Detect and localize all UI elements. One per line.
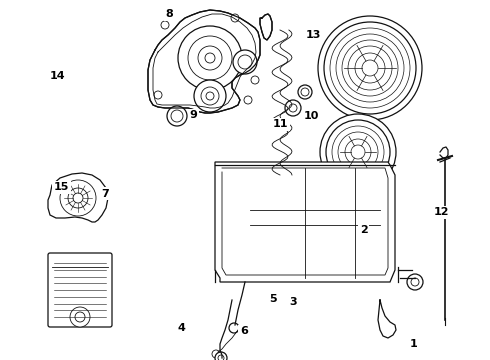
- Circle shape: [161, 21, 169, 29]
- FancyBboxPatch shape: [48, 253, 112, 327]
- Circle shape: [154, 91, 162, 99]
- Circle shape: [332, 126, 384, 178]
- Circle shape: [342, 40, 398, 96]
- Text: 3: 3: [289, 297, 297, 307]
- Circle shape: [212, 350, 220, 358]
- Circle shape: [238, 55, 252, 69]
- Text: 15: 15: [53, 182, 69, 192]
- Circle shape: [233, 50, 257, 74]
- Circle shape: [188, 36, 232, 80]
- Text: 11: 11: [272, 119, 288, 129]
- Circle shape: [351, 145, 365, 159]
- Circle shape: [289, 104, 297, 112]
- Circle shape: [320, 114, 396, 190]
- Circle shape: [215, 352, 227, 360]
- Circle shape: [198, 46, 222, 70]
- Circle shape: [244, 96, 252, 104]
- Circle shape: [285, 100, 301, 116]
- Circle shape: [73, 193, 83, 203]
- Text: 9: 9: [190, 110, 197, 120]
- Circle shape: [75, 312, 85, 322]
- Text: 4: 4: [177, 323, 185, 333]
- Circle shape: [201, 87, 219, 105]
- Text: 1: 1: [410, 339, 418, 349]
- Circle shape: [298, 85, 312, 99]
- Circle shape: [330, 28, 410, 108]
- Circle shape: [60, 180, 96, 216]
- Text: 12: 12: [433, 207, 449, 217]
- Circle shape: [218, 355, 224, 360]
- Polygon shape: [260, 14, 272, 40]
- Text: 7: 7: [101, 189, 109, 199]
- Text: 2: 2: [360, 225, 368, 235]
- Circle shape: [338, 132, 378, 172]
- Text: 8: 8: [165, 9, 173, 19]
- Circle shape: [345, 139, 371, 165]
- Circle shape: [326, 120, 390, 184]
- Circle shape: [407, 274, 423, 290]
- Polygon shape: [148, 10, 260, 113]
- Circle shape: [205, 53, 215, 63]
- Circle shape: [355, 53, 385, 83]
- Circle shape: [301, 88, 309, 96]
- Text: 13: 13: [306, 30, 321, 40]
- Text: 5: 5: [270, 294, 277, 304]
- Circle shape: [251, 76, 259, 84]
- Circle shape: [194, 80, 226, 112]
- Polygon shape: [215, 162, 395, 282]
- Circle shape: [178, 26, 242, 90]
- Circle shape: [70, 307, 90, 327]
- Circle shape: [362, 60, 378, 76]
- Text: 10: 10: [304, 111, 319, 121]
- Text: 6: 6: [240, 326, 248, 336]
- Circle shape: [68, 188, 88, 208]
- Circle shape: [324, 22, 416, 114]
- Circle shape: [171, 110, 183, 122]
- Circle shape: [336, 34, 404, 102]
- Circle shape: [411, 278, 419, 286]
- Text: 14: 14: [50, 71, 66, 81]
- Circle shape: [231, 14, 239, 22]
- Polygon shape: [48, 173, 108, 222]
- Circle shape: [167, 106, 187, 126]
- Circle shape: [206, 92, 214, 100]
- Circle shape: [348, 46, 392, 90]
- Circle shape: [318, 16, 422, 120]
- Circle shape: [229, 323, 239, 333]
